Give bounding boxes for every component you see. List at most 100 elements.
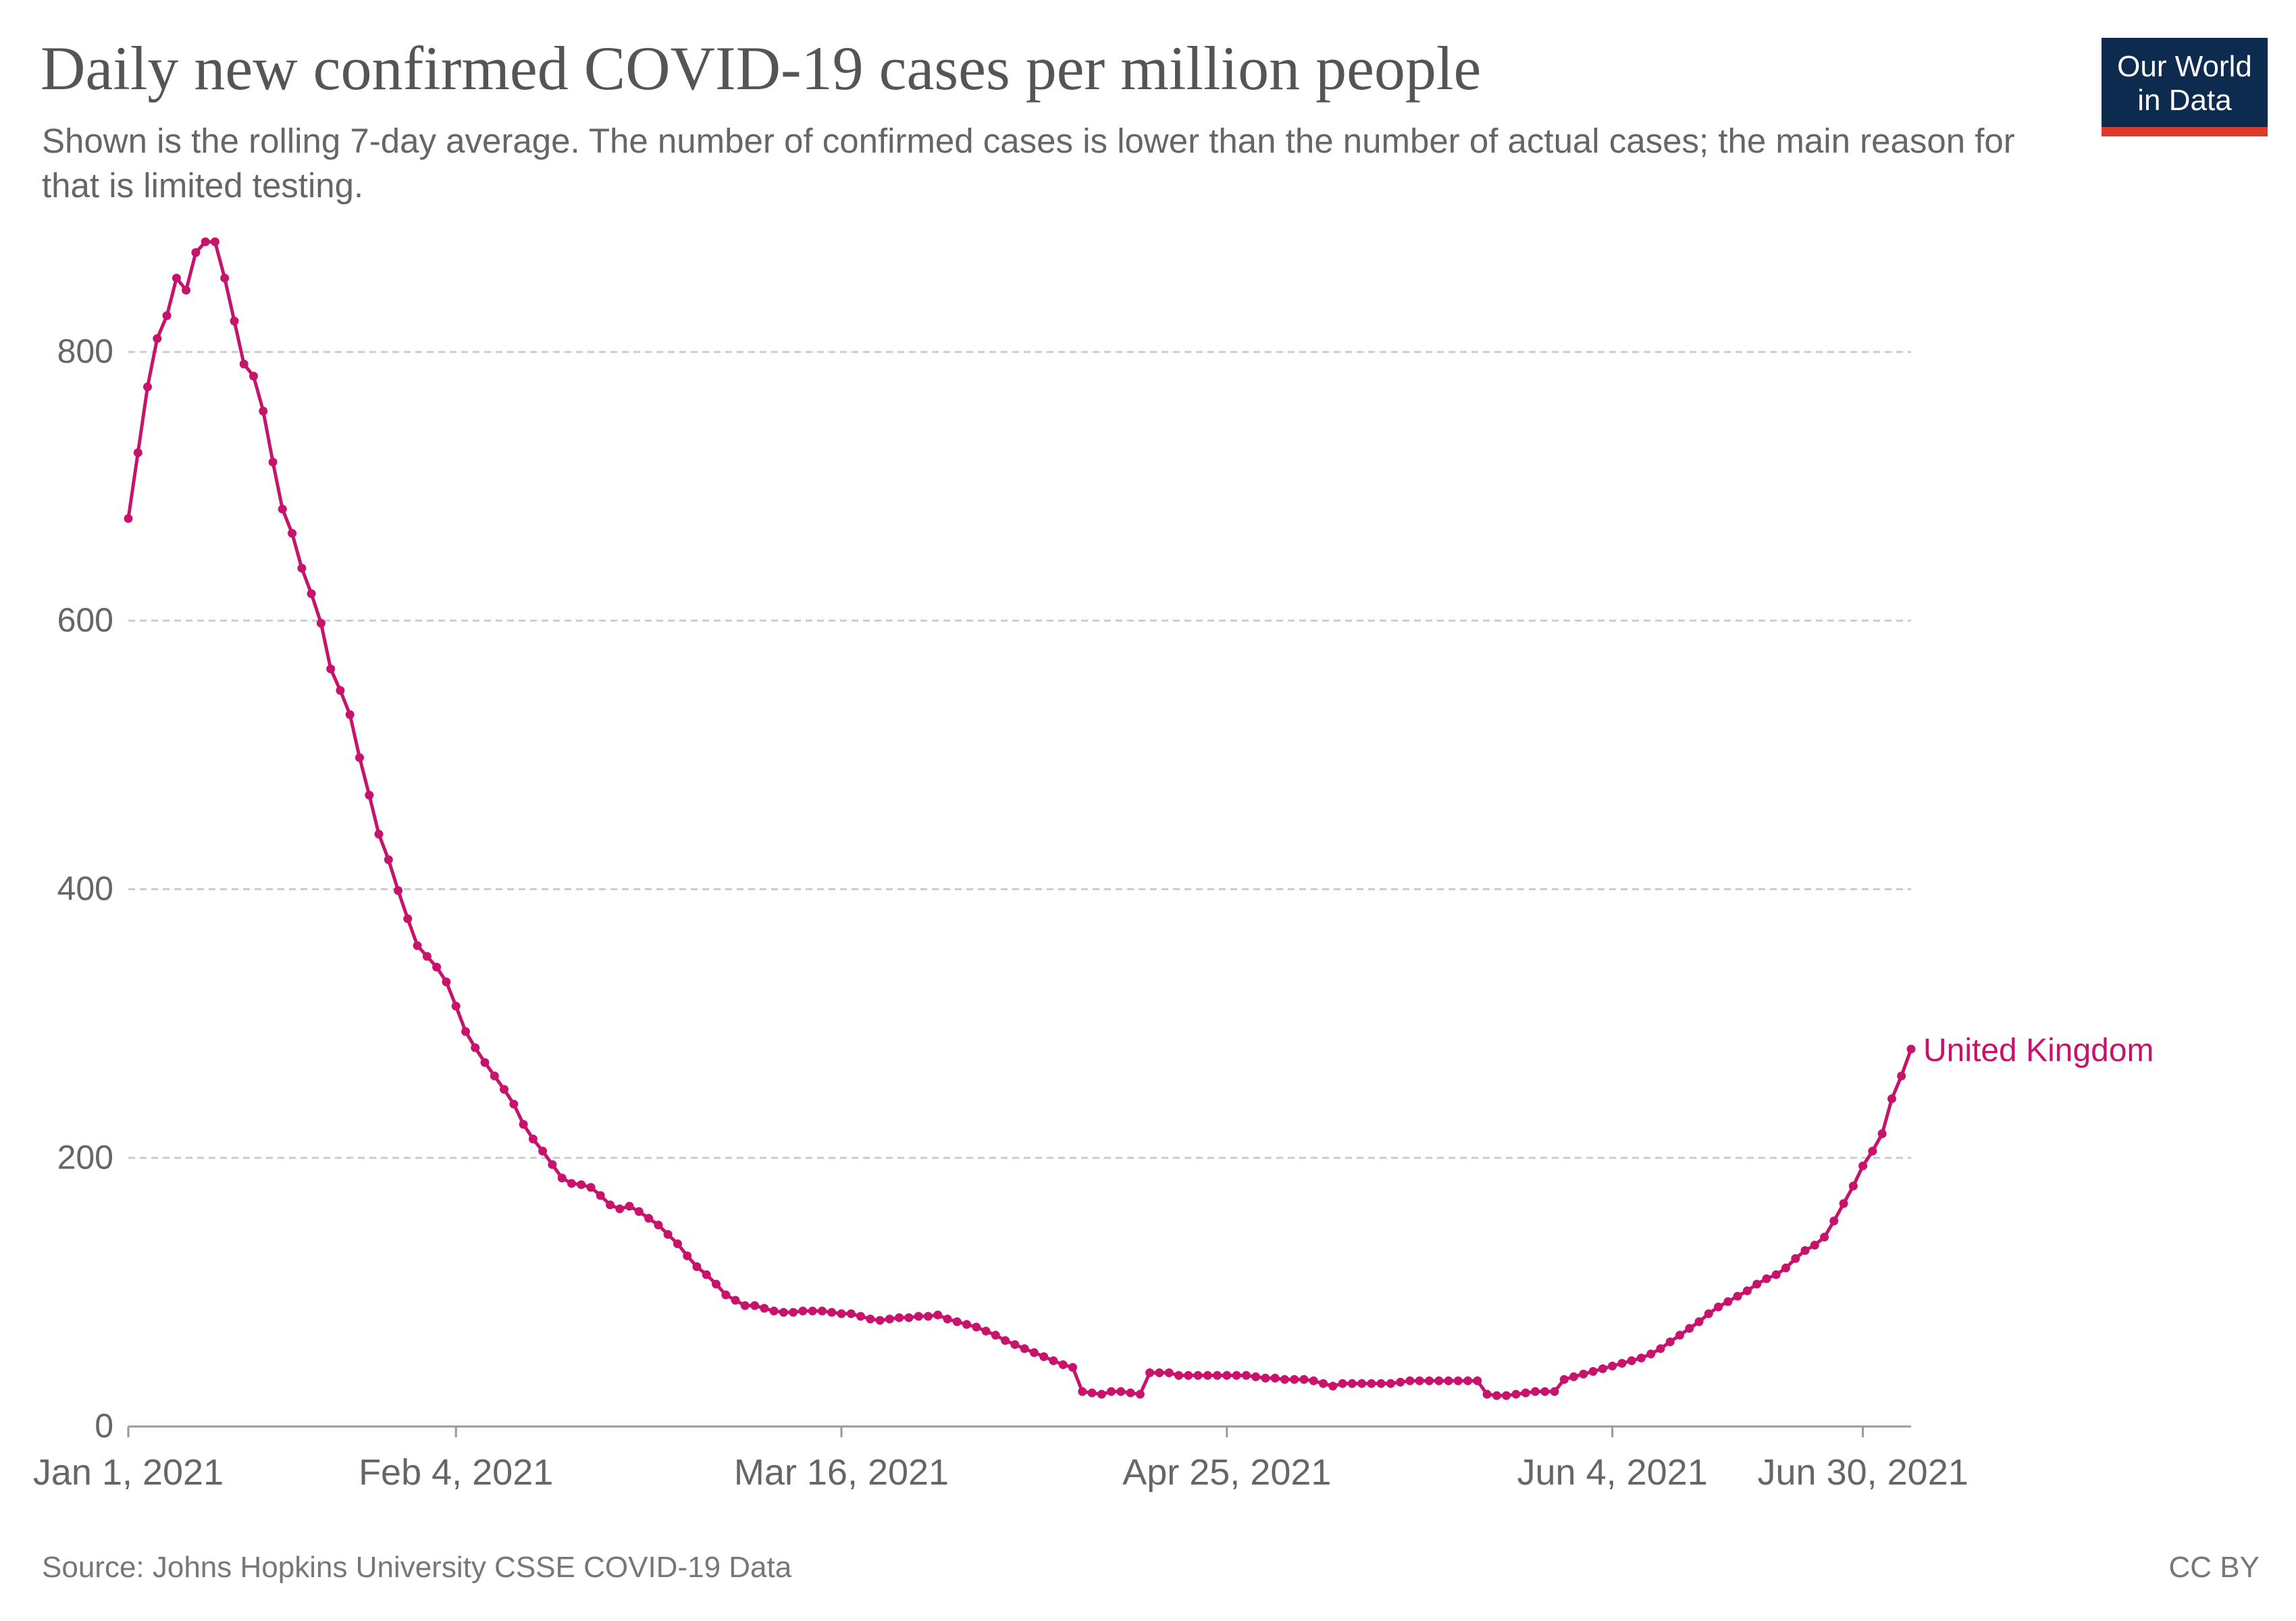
data-point bbox=[210, 237, 219, 247]
data-point bbox=[451, 1002, 461, 1011]
license-link[interactable]: CC BY bbox=[2168, 1551, 2260, 1584]
data-point bbox=[1733, 1291, 1742, 1301]
data-point bbox=[1627, 1356, 1636, 1366]
data-point bbox=[1155, 1368, 1164, 1377]
data-point bbox=[1338, 1379, 1347, 1388]
data-point bbox=[654, 1220, 663, 1230]
axes: 0 200 400 600 800 Jan 1, 2021 Feb 4, 2021 Mar 1… bbox=[33, 332, 1968, 1493]
data-point bbox=[528, 1134, 538, 1143]
data-point bbox=[1425, 1376, 1434, 1385]
chart-subtitle: Shown is the rolling 7-day average. The … bbox=[42, 122, 2015, 205]
data-point bbox=[345, 710, 355, 719]
data-point bbox=[182, 286, 191, 295]
data-point bbox=[162, 311, 172, 320]
data-point bbox=[1887, 1094, 1896, 1104]
series-label: United Kingdom bbox=[1923, 1033, 2154, 1069]
data-point bbox=[143, 382, 152, 392]
data-point bbox=[1116, 1387, 1126, 1396]
data-point bbox=[1685, 1324, 1694, 1333]
data-point bbox=[1877, 1129, 1887, 1138]
data-point bbox=[1280, 1374, 1289, 1384]
data-point bbox=[1126, 1388, 1135, 1397]
data-point bbox=[712, 1279, 721, 1289]
data-point bbox=[1675, 1331, 1684, 1340]
data-point bbox=[249, 371, 258, 381]
data-point bbox=[1608, 1362, 1617, 1370]
data-point bbox=[519, 1120, 528, 1129]
data-point bbox=[577, 1180, 586, 1189]
data-point bbox=[1617, 1359, 1627, 1368]
data-point bbox=[1068, 1363, 1077, 1372]
data-point bbox=[586, 1183, 596, 1192]
data-point bbox=[1376, 1379, 1386, 1388]
series-layer: United Kingdom bbox=[124, 237, 2154, 1400]
data-point bbox=[1858, 1161, 1868, 1170]
data-point bbox=[471, 1043, 480, 1052]
data-point bbox=[1434, 1376, 1444, 1385]
data-point bbox=[336, 686, 345, 695]
data-point bbox=[1299, 1374, 1309, 1384]
data-point bbox=[365, 790, 374, 800]
data-point bbox=[133, 448, 142, 457]
data-point bbox=[606, 1200, 615, 1210]
data-point bbox=[567, 1179, 576, 1188]
data-point bbox=[1839, 1199, 1848, 1208]
data-point bbox=[316, 619, 325, 628]
data-point bbox=[895, 1313, 904, 1322]
owid-logo[interactable]: Our World in Data bbox=[2102, 38, 2268, 136]
source-note[interactable]: Source: Johns Hopkins University CSSE CO… bbox=[42, 1551, 792, 1584]
data-point bbox=[1232, 1370, 1241, 1380]
data-point bbox=[1665, 1337, 1675, 1347]
data-point bbox=[663, 1230, 673, 1239]
data-point bbox=[1020, 1344, 1029, 1354]
data-point bbox=[683, 1251, 692, 1260]
data-point bbox=[991, 1331, 1000, 1340]
data-point bbox=[374, 829, 384, 839]
data-point bbox=[1588, 1367, 1598, 1376]
data-point bbox=[1521, 1388, 1530, 1397]
data-point bbox=[394, 886, 403, 895]
data-point bbox=[1800, 1246, 1810, 1255]
data-point bbox=[673, 1239, 682, 1248]
data-point bbox=[808, 1306, 817, 1316]
logo-line-2: in Data bbox=[2137, 84, 2232, 117]
data-point bbox=[557, 1173, 567, 1183]
data-point bbox=[432, 962, 442, 972]
data-point bbox=[230, 316, 239, 326]
data-point bbox=[1868, 1146, 1877, 1156]
data-point bbox=[422, 952, 432, 961]
data-point bbox=[1097, 1389, 1106, 1399]
data-point bbox=[1723, 1297, 1733, 1306]
data-point bbox=[1319, 1379, 1328, 1388]
data-point bbox=[1771, 1270, 1781, 1279]
data-point bbox=[1742, 1286, 1752, 1295]
data-point bbox=[1781, 1263, 1790, 1272]
data-point bbox=[885, 1314, 894, 1324]
data-point bbox=[769, 1306, 779, 1316]
data-point bbox=[1261, 1373, 1270, 1383]
data-point bbox=[702, 1270, 711, 1279]
data-point bbox=[615, 1204, 625, 1214]
data-point bbox=[750, 1301, 760, 1310]
data-point bbox=[1010, 1340, 1020, 1349]
data-point bbox=[1482, 1389, 1492, 1399]
data-point bbox=[1184, 1370, 1193, 1380]
data-point bbox=[239, 359, 249, 369]
data-point bbox=[972, 1322, 981, 1332]
data-point bbox=[1511, 1389, 1521, 1399]
data-point bbox=[943, 1314, 952, 1324]
data-point bbox=[634, 1207, 644, 1216]
data-point bbox=[1444, 1376, 1453, 1385]
data-point bbox=[818, 1306, 827, 1316]
data-point bbox=[1367, 1379, 1376, 1388]
data-point bbox=[1714, 1302, 1723, 1312]
data-point bbox=[191, 248, 201, 257]
data-point bbox=[952, 1317, 962, 1327]
data-point bbox=[548, 1160, 557, 1169]
data-point bbox=[1039, 1352, 1049, 1362]
data-point bbox=[124, 514, 133, 523]
x-tick-label: Jun 4, 2021 bbox=[1517, 1452, 1708, 1493]
x-tick-label: Jun 30, 2021 bbox=[1758, 1452, 1968, 1493]
data-point bbox=[1569, 1372, 1578, 1381]
